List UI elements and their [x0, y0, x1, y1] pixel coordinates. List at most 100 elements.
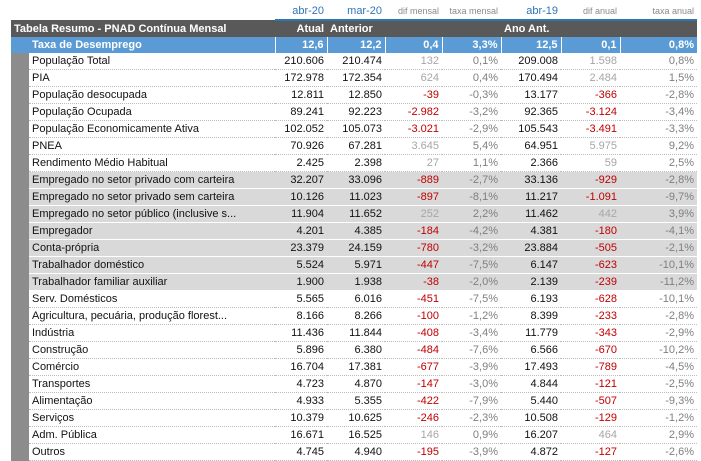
cell-taxa-anual: 0,8%	[620, 53, 697, 70]
cell-dif-mensal: 252	[385, 205, 442, 223]
highlight-anterior: 12,2	[326, 37, 385, 53]
table-row[interactable]: População OcupadaEmpregado no setor priv…	[11, 171, 697, 461]
table-row[interactable]: Adm. Pública 16.671 16.525 146 0,9% 16.207 464…	[11, 426, 697, 444]
cell-taxa-mensal: -0,3%	[442, 86, 501, 104]
period-atual: abr-20	[275, 4, 327, 21]
cell-anterior: 17.381	[327, 358, 385, 376]
row-label: População desocupada	[29, 86, 275, 104]
table-row[interactable]: Conta-própria 23.379 24.159 -780 -3,2% 23.884…	[11, 239, 697, 257]
cell-taxa-mensal: -3,2%	[442, 239, 501, 257]
cell-dif-mensal: -889	[385, 171, 442, 189]
header-row: Tabela Resumo - PNAD Contínua Mensal Atu…	[11, 20, 697, 37]
cell-dif-mensal: -780	[385, 239, 442, 257]
table-row[interactable]: Construção 5.896 6.380 -484 -7,6% 6.566 -670 -1…	[11, 341, 697, 359]
cell-anterior: 92.223	[327, 103, 385, 121]
cell-taxa-mensal: -1,2%	[442, 307, 501, 325]
cell-dif-mensal: -422	[385, 392, 442, 410]
cell-atual: 102.052	[275, 120, 327, 138]
cell-dif-anual: -3.124	[561, 103, 620, 121]
cell-taxa-anual: -2,8%	[620, 86, 697, 104]
highlight-row[interactable]: Taxa de Desemprego 12,6 12,2 0,4 3,3% 12…	[11, 37, 697, 53]
row-label: População Ocupada	[29, 103, 275, 121]
cell-anterior: 16.525	[327, 426, 385, 444]
table-row[interactable]: Serv. Domésticos 5.565 6.016 -451 -7,5% 6.193…	[11, 290, 697, 308]
row-label: PIA	[29, 69, 275, 87]
summary-table: abr-20 mar-20 dif mensal taxa mensal abr…	[11, 4, 697, 461]
table-row[interactable]: Comércio 16.704 17.381 -677 -3,9% 17.493 -789-…	[11, 358, 697, 376]
highlight-label: Taxa de Desemprego	[29, 37, 275, 53]
cell-taxa-mensal: -7,9%	[442, 392, 501, 410]
table-row[interactable]: Dados GeraisPopulação Total210.606210.47…	[11, 53, 697, 172]
row-label: Transportes	[29, 375, 275, 393]
cell-anterior: 4.385	[327, 222, 385, 240]
cell-taxa-anual: -10,2%	[620, 341, 697, 359]
cell-taxa-anual: -2,6%	[620, 443, 697, 461]
row-label: Construção	[29, 341, 275, 359]
cell-ano-ant: 11.779	[501, 324, 561, 342]
row-label: Rendimento Médio Habitual	[29, 154, 275, 172]
table-row[interactable]: Alimentação 4.933 5.355 -422 -7,9% 5.440 -507-…	[11, 392, 697, 410]
cell-dif-mensal: 3.645	[385, 137, 442, 155]
row-label: Outros	[29, 443, 275, 461]
cell-dif-mensal: -3.021	[385, 120, 442, 138]
cell-taxa-anual: -10,1%	[620, 256, 697, 274]
cell-anterior: 4.940	[327, 443, 385, 461]
cell-taxa-mensal: 0,9%	[442, 426, 501, 444]
table-row[interactable]: Indústria 11.436 11.844 -408 -3,4% 11.779 -343…	[11, 324, 697, 342]
cell-atual: 8.166	[275, 307, 327, 325]
period-taxa-anual: taxa anual	[620, 4, 697, 21]
header-atual: Atual	[275, 20, 327, 37]
cell-ano-ant: 209.008	[501, 53, 561, 70]
cell-ano-ant: 4.844	[501, 375, 561, 393]
table-row[interactable]: Trabalhador familiar auxiliar 1.900 1.938-…	[11, 273, 697, 291]
cell-anterior: 5.355	[327, 392, 385, 410]
cell-dif-mensal: -100	[385, 307, 442, 325]
cell-taxa-mensal: -2,9%	[442, 120, 501, 138]
cell-taxa-anual: -10,1%	[620, 290, 697, 308]
table-row[interactable]: Empregado no setor privado sem carteira 1…	[11, 188, 697, 206]
highlight-ano-ant: 12,5	[500, 37, 561, 53]
table-row[interactable]: PNEA 70.926 67.281 3.645 5,4% 64.951 5.975 9,2%	[11, 137, 697, 155]
cell-anterior: 11.844	[327, 324, 385, 342]
table-row[interactable]: Transportes 4.723 4.870 -147 -3,0% 4.844 -121-…	[11, 375, 697, 393]
cell-dif-anual: -507	[561, 392, 620, 410]
cell-dif-anual: -505	[561, 239, 620, 257]
table-row[interactable]: População desocupada 12.811 12.850 -39 -0,3%…	[11, 86, 697, 104]
table-row[interactable]: População Economicamente Ativa 102.052 105…	[11, 120, 697, 138]
highlight-taxa-mensal: 3,3%	[441, 37, 501, 53]
cell-anterior: 210.474	[327, 53, 385, 70]
table-row[interactable]: Outros 4.745 4.940 -195 -3,9% 4.872 -127 -2,6%	[11, 443, 697, 461]
cell-anterior: 5.971	[327, 256, 385, 274]
table-row[interactable]: Trabalhador doméstico 5.524 5.971 -447 -7,5%…	[11, 256, 697, 274]
cell-anterior: 10.625	[327, 409, 385, 427]
table-row[interactable]: Rendimento Médio Habitual 2.425 2.398 27 1,1…	[11, 154, 697, 172]
cell-anterior: 12.850	[327, 86, 385, 104]
cell-ano-ant: 64.951	[501, 137, 561, 155]
cell-ano-ant: 10.508	[501, 409, 561, 427]
period-dif-mensal: dif mensal	[385, 4, 442, 21]
cell-taxa-anual: -2,5%	[620, 375, 697, 393]
table-row[interactable]: População Ocupada 89.241 92.223 -2.982 -3,2%…	[11, 103, 697, 121]
cell-dif-mensal: 27	[385, 154, 442, 172]
cell-dif-anual: -628	[561, 290, 620, 308]
table-row[interactable]: Empregado no setor público (inclusive s.…	[11, 205, 697, 223]
cell-dif-anual: 464	[561, 426, 620, 444]
cell-taxa-mensal: 1,1%	[442, 154, 501, 172]
cell-atual: 210.606	[275, 53, 327, 70]
cell-atual: 12.811	[275, 86, 327, 104]
table-row[interactable]: Serviços 10.379 10.625 -246 -2,3% 10.508 -129-…	[11, 409, 697, 427]
cell-ano-ant: 4.381	[501, 222, 561, 240]
cell-atual: 89.241	[275, 103, 327, 121]
cell-taxa-mensal: -3,4%	[442, 324, 501, 342]
cell-ano-ant: 92.365	[501, 103, 561, 121]
table-row[interactable]: Agricultura, pecuária, produção florest.…	[11, 307, 697, 325]
table-row[interactable]: PIA 172.978 172.354 624 0,4% 170.494 2.484 1,5%	[11, 69, 697, 87]
cell-atual: 11.436	[275, 324, 327, 342]
cell-atual: 1.900	[275, 273, 327, 291]
table-row[interactable]: Empregador 4.201 4.385 -184 -4,2% 4.381 -180 -4…	[11, 222, 697, 240]
cell-dif-anual: -180	[561, 222, 620, 240]
cell-taxa-mensal: -8,1%	[442, 188, 501, 206]
cell-dif-mensal: -677	[385, 358, 442, 376]
cell-dif-anual: -670	[561, 341, 620, 359]
row-label: Comércio	[29, 358, 275, 376]
